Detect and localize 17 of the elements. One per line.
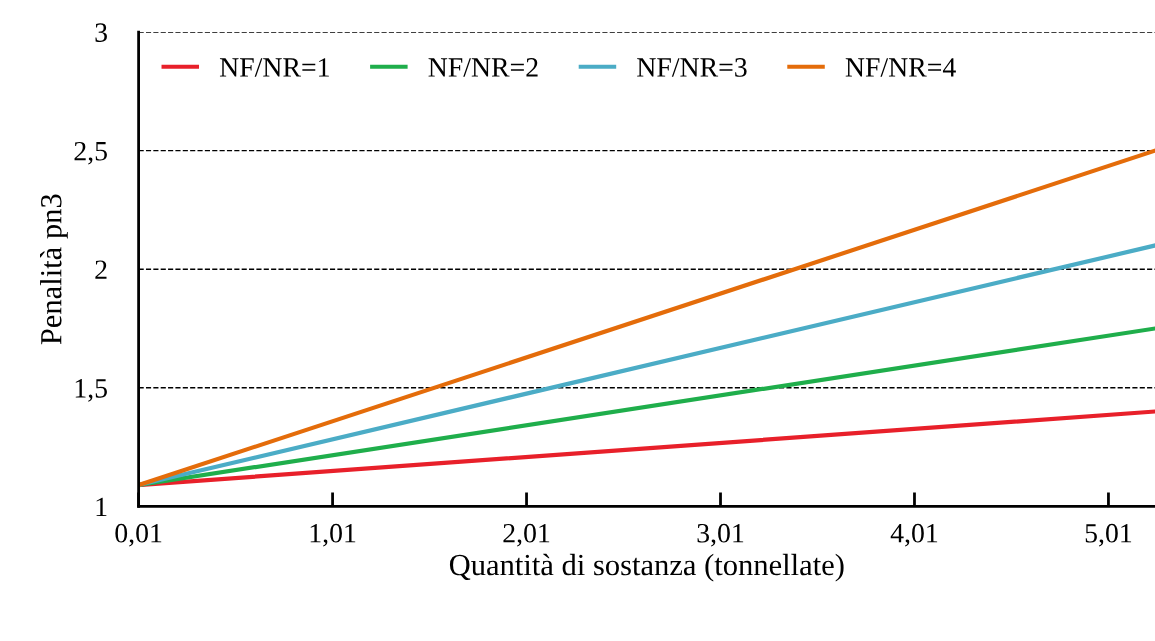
x-tick-label: 4,01 xyxy=(890,523,938,547)
y-tick-label: 1 xyxy=(96,497,107,517)
y-tick-label: 1,5 xyxy=(75,379,107,402)
x-axis-title: Quantità di sostanza (tonnellate) xyxy=(449,553,844,582)
legend-label: NF/NR=3 xyxy=(637,58,747,77)
x-tick-label: 0,01 xyxy=(115,523,162,547)
legend-label: NF/NR=1 xyxy=(219,58,329,77)
y-tick-label: 2 xyxy=(95,260,107,279)
legend-label: NF/NR=2 xyxy=(428,58,538,77)
x-tick-label: 3,01 xyxy=(697,523,744,547)
x-tick-label: 2,01 xyxy=(503,523,550,547)
y-tick-label: 3 xyxy=(95,23,107,42)
y-axis-title: Penalità pn3 xyxy=(40,194,68,345)
y-tick-label: 2,5 xyxy=(74,141,107,165)
x-tick-label: 5,01 xyxy=(1085,523,1132,547)
legend-label: NF/NR=4 xyxy=(845,58,956,77)
x-tick-label: 1,01 xyxy=(310,523,356,547)
